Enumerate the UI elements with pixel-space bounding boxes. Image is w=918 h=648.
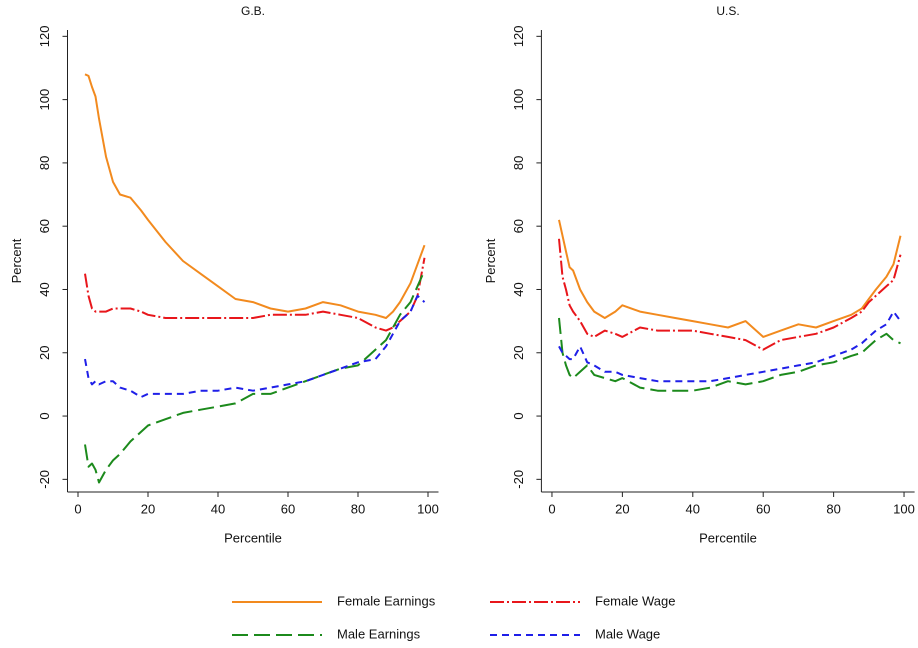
y-tick-label: 100 [511,89,526,111]
x-axis-label: Percentile [224,530,282,545]
series-line [84,73,426,319]
x-tick-label: 80 [826,501,840,516]
legend-label: Female Earnings [337,593,436,608]
series-line [84,294,426,399]
series-line [84,257,426,332]
x-tick-label: 60 [281,501,295,516]
x-tick-label: 60 [756,501,770,516]
legend-label: Male Wage [595,626,660,641]
y-tick-label: 0 [37,412,52,419]
y-tick-label: 120 [511,25,526,47]
y-tick-label: 20 [511,346,526,360]
series-line [558,310,902,383]
series-line [84,270,426,484]
x-tick-label: 40 [211,501,225,516]
y-axis-label: Percent [9,238,24,283]
y-tick-label: 60 [37,219,52,233]
series-line [558,317,901,392]
x-tick-label: 80 [351,501,365,516]
y-tick-label: 80 [37,156,52,170]
x-axis-label: Percentile [699,530,757,545]
y-tick-label: 40 [511,282,526,296]
series-line [558,219,902,338]
x-tick-label: 20 [141,501,155,516]
y-tick-label: 20 [37,346,52,360]
legend-label: Female Wage [595,593,675,608]
y-tick-label: 60 [511,219,526,233]
y-tick-label: 120 [37,25,52,47]
x-tick-label: 20 [615,501,629,516]
x-tick-label: 100 [417,501,439,516]
y-tick-label: 100 [37,89,52,111]
y-axis-label: Percent [483,238,498,283]
x-tick-label: 100 [893,501,915,516]
x-tick-label: 40 [686,501,700,516]
chart-title: G.B. [241,4,265,18]
series-line [558,238,902,351]
x-tick-label: 0 [74,501,81,516]
y-tick-label: -20 [511,470,526,489]
y-tick-label: 40 [37,282,52,296]
y-tick-label: -20 [37,470,52,489]
chart-title: U.S. [716,4,739,18]
x-tick-label: 0 [548,501,555,516]
y-tick-label: 0 [511,412,526,419]
y-tick-label: 80 [511,156,526,170]
legend-label: Male Earnings [337,626,421,641]
